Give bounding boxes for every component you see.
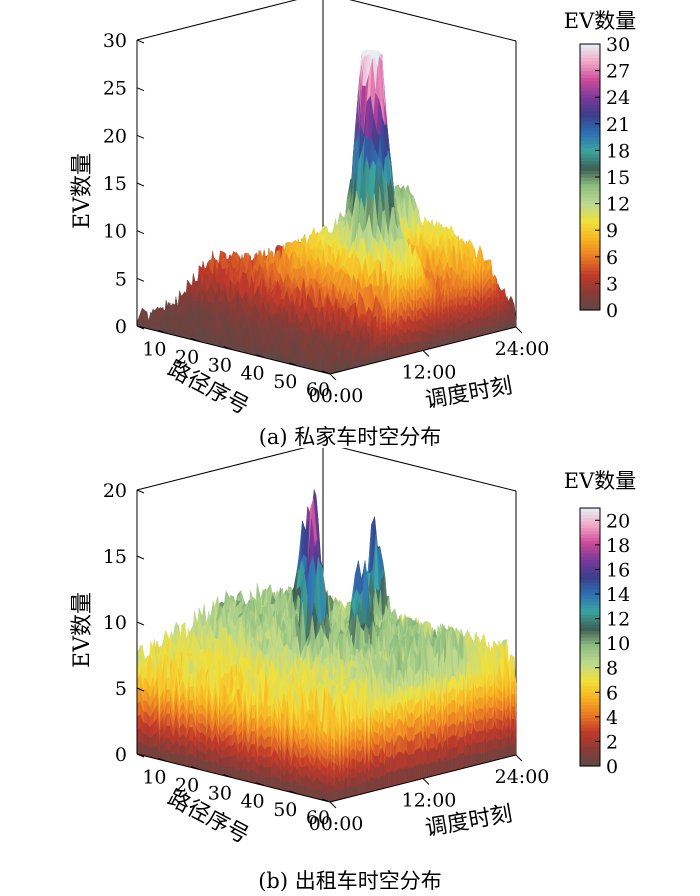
frame-top-edge bbox=[136, 0, 298, 41]
frame-top-edge bbox=[349, 0, 517, 42]
panel-private-cars: 0 5 10 15 20 25 30 EV数量 10 20 30 40 50 60 路径序号 00:00 12:… bbox=[70, 0, 636, 448]
